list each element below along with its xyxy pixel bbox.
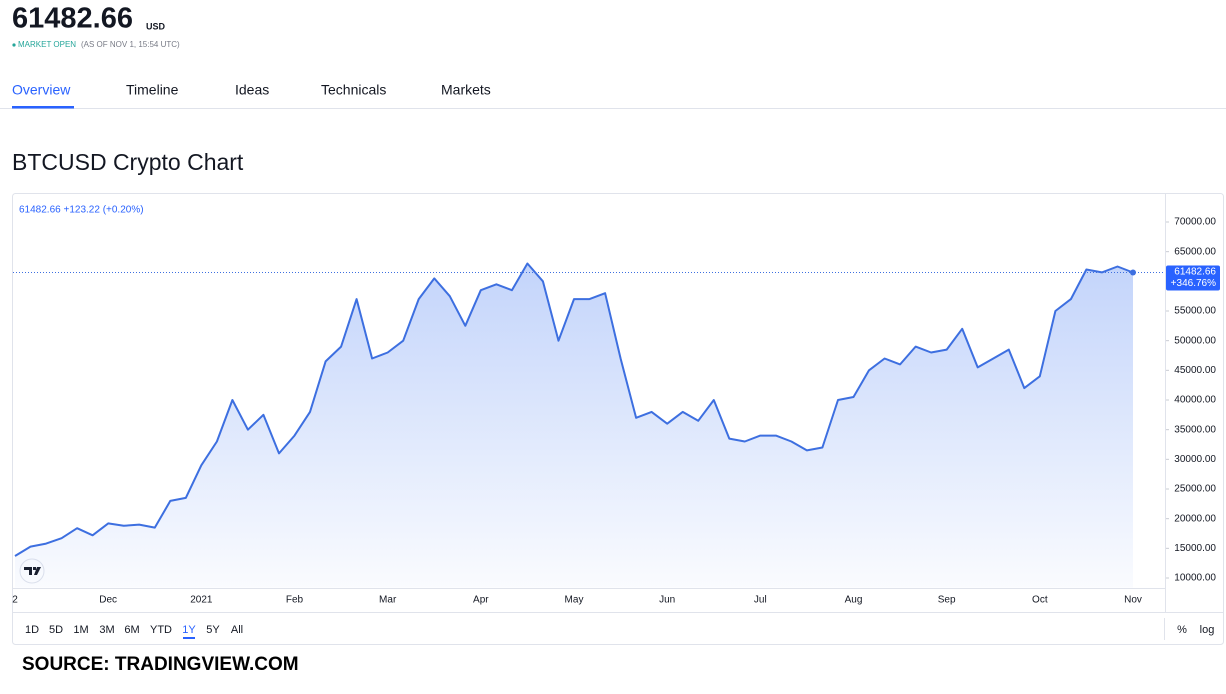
range-button[interactable]: YTD (150, 624, 172, 636)
x-tick-label: 2021 (190, 595, 213, 606)
area (15, 263, 1133, 588)
x-tick-label: 2 (12, 595, 18, 606)
y-tick-label: 70000.00 (1174, 217, 1216, 228)
change-label: +346.76% (1171, 278, 1216, 289)
tab-underline (12, 106, 74, 109)
x-tick-label: Aug (845, 595, 863, 606)
x-tick-label: Jul (754, 595, 767, 606)
y-tick-label: 20000.00 (1174, 513, 1216, 524)
x-tick-label: Mar (379, 595, 397, 606)
range-button[interactable]: 1D (25, 624, 39, 636)
range-button[interactable]: 1M (73, 624, 88, 636)
x-tick-label: Sep (938, 595, 956, 606)
range-underline (183, 637, 195, 639)
x-tick-label: Apr (473, 595, 489, 606)
tab[interactable]: Overview (12, 82, 71, 98)
price: 61482.66 (12, 3, 133, 35)
x-tick-label: Oct (1032, 595, 1048, 606)
x-tick-label: Feb (286, 595, 304, 606)
line (14, 262, 1134, 557)
y-tick-label: 55000.00 (1174, 306, 1216, 317)
y-tick-label: 65000.00 (1174, 246, 1216, 257)
section-title: BTCUSD Crypto Chart (12, 149, 244, 175)
currency: USD (146, 21, 166, 31)
x-tick-label: Nov (1124, 595, 1142, 606)
source: SOURCE: TRADINGVIEW.COM (22, 654, 299, 675)
x-tick-label: Jun (659, 595, 675, 606)
status-dot (12, 43, 16, 47)
tab[interactable]: Markets (441, 82, 491, 98)
y-tick-label: 50000.00 (1174, 335, 1216, 346)
as-of: (AS OF NOV 1, 15:54 UTC) (81, 40, 180, 49)
scale-button[interactable]: log (1200, 624, 1215, 636)
range-button[interactable]: All (231, 624, 243, 636)
y-tick-label: 45000.00 (1174, 365, 1216, 376)
y-tick-label: 25000.00 (1174, 484, 1216, 495)
price-badge (1166, 265, 1220, 291)
last-price-label: 61482.66 (1174, 267, 1216, 278)
range-button[interactable]: 6M (124, 624, 139, 636)
x-tick-label: May (565, 595, 584, 606)
scale-button[interactable]: % (1177, 624, 1187, 636)
x-tick-label: Dec (99, 595, 117, 606)
y-tick-label: 15000.00 (1174, 543, 1216, 554)
tab[interactable]: Timeline (126, 82, 179, 98)
tab[interactable]: Ideas (235, 82, 269, 98)
y-tick-label: 10000.00 (1174, 573, 1216, 584)
last-point (1130, 269, 1136, 276)
range-button[interactable]: 5D (49, 624, 63, 636)
y-tick-label: 30000.00 (1174, 454, 1216, 465)
range-button[interactable]: 1Y (182, 624, 196, 636)
chart-legend: 61482.66 +123.22 (+0.20%) (19, 205, 144, 216)
y-tick-label: 35000.00 (1174, 424, 1216, 435)
market-status: MARKET OPEN (18, 40, 76, 49)
range-button[interactable]: 3M (99, 624, 114, 636)
range-button[interactable]: 5Y (206, 624, 220, 636)
y-tick-label: 40000.00 (1174, 395, 1216, 406)
tab[interactable]: Technicals (321, 82, 386, 98)
